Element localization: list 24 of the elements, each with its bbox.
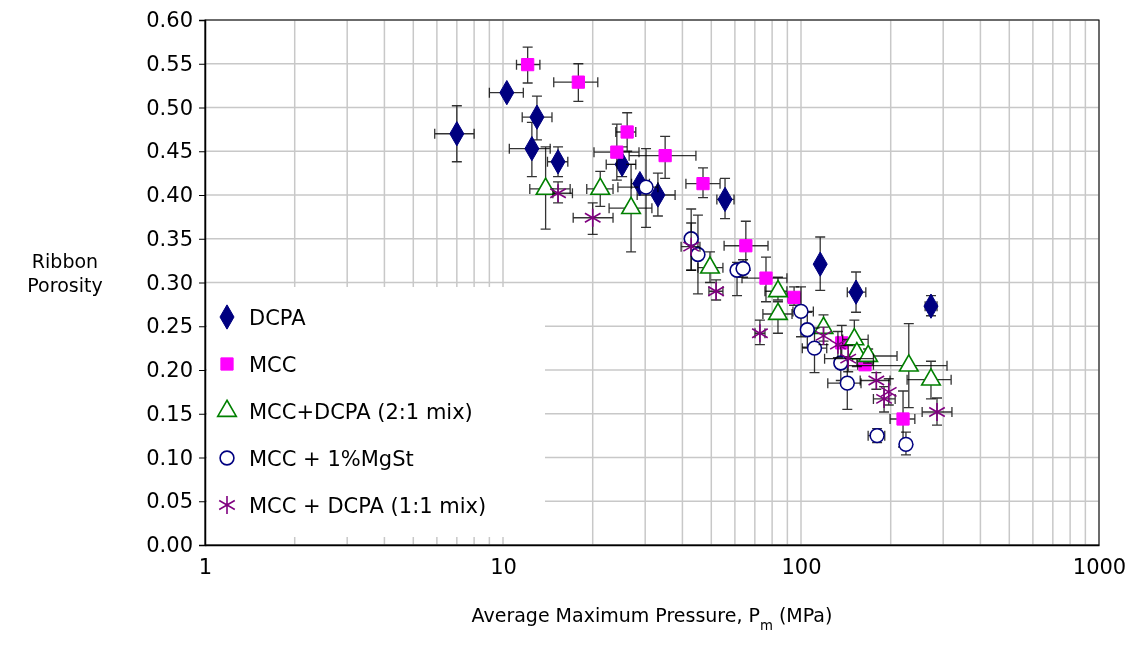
y-tick-label: 0.30	[146, 270, 193, 295]
y-tick-label: 0.45	[146, 139, 193, 164]
x-tick-label: 1000	[1072, 554, 1127, 579]
y-tick-label: 0.10	[146, 445, 193, 470]
legend-label: MCC+DCPA (2:1 mix)	[249, 400, 473, 424]
y-axis-title: Ribbon Porosity	[27, 250, 103, 296]
y-tick-label: 0.25	[146, 314, 193, 339]
x-tick-label: 100	[781, 554, 822, 579]
legend-label: MCC + 1%MgSt	[249, 447, 414, 471]
x-axis-title: Average Maximum Pressure, P$_{m}$ (MPa)	[471, 604, 833, 633]
y-tick-label: 0.40	[146, 183, 193, 208]
y-tick-label: 0.15	[146, 401, 193, 426]
legend-label: MCC	[249, 353, 297, 377]
y-tick-label: 0.60	[146, 8, 193, 33]
y-tick-label: 0.55	[146, 51, 193, 76]
legend-label: MCC + DCPA (1:1 mix)	[249, 494, 487, 518]
x-tick-label: 10	[490, 554, 517, 579]
y-tick-label: 0.05	[146, 489, 193, 514]
x-tick-label: 1	[198, 554, 213, 579]
y-tick-label: 0.00	[146, 533, 193, 558]
y-tick-label: 0.35	[146, 226, 193, 251]
legend-label: DCPA	[249, 306, 307, 330]
y-tick-label: 0.20	[146, 358, 193, 383]
y-tick-label: 0.50	[146, 95, 193, 120]
